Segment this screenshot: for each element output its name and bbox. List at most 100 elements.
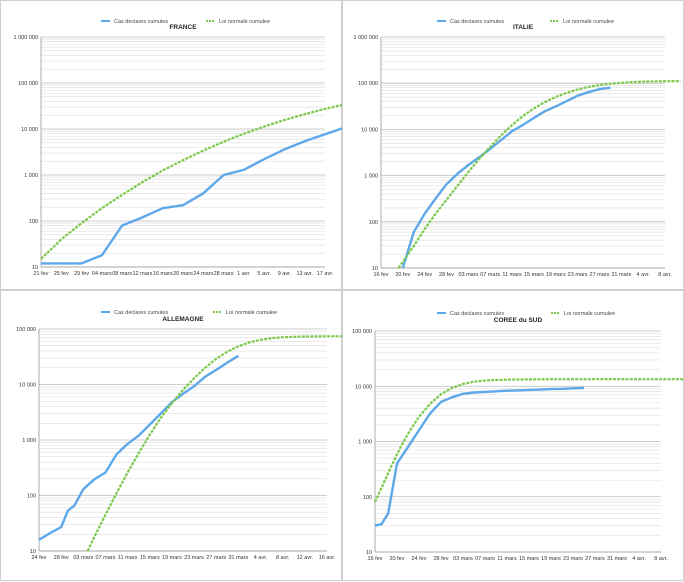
chart-allemagne: 10 100 1 000 10 000 100 000 24 fev 28 fev 03 ma… [16,310,343,561]
y-tick-label: 100 [27,494,36,500]
y-tick-label: 100 000 [18,81,38,87]
x-tick-label: 27 mars [590,272,610,278]
x-tick-label: 24 fev [412,556,427,562]
x-tick-label: 19 mars [541,556,561,562]
y-tick-label: 100 [29,219,38,225]
chart-title: ITALIE [513,24,534,31]
legend-item: Loi normale cumulee [550,19,614,25]
chart-italie: 10 100 1 000 10 000 100 000 1 000 000 16 fev 20… [354,19,681,278]
x-tick-label: 12 mars [132,271,152,277]
grid [40,36,325,268]
x-tick-label: 07 mars [480,272,500,278]
x-tick-label: 13 avr. [296,271,313,277]
x-tick-label: 24 mars [193,271,213,277]
x-tick-label: 29 fev [74,271,89,277]
chart-panel-italie: 10 100 1 000 10 000 100 000 1 000 000 16 fev 20… [342,0,684,290]
y-tick-label: 100 000 [358,81,378,87]
x-tick-label: 8 avr. [658,272,672,278]
x-tick-label: 16 fev [374,272,389,278]
legend-item: Loi normale cumulee [551,311,615,317]
series-line-normal-law [86,335,343,552]
legend-label: Cas declares cumules [450,19,504,25]
x-tick-label: 31 mars [228,555,248,561]
grid [374,330,661,553]
legend-item: Loi normale cumulee [206,19,270,25]
y-tick-label: 1 000 [24,173,38,179]
y-tick-label: 10 000 [355,384,372,390]
x-tick-label: 15 mars [519,556,539,562]
x-tick-label: 9 avr. [278,271,292,277]
chart-panel-france: 10 100 1 000 10 000 100 000 1 000 000 21 fev 25… [0,0,343,290]
x-tick-label: 5 avr. [257,271,271,277]
x-tick-label: 31 mars [611,272,631,278]
legend-label: Loi normale cumulee [563,19,614,25]
x-tick-label: 20 mars [173,271,193,277]
x-tick-label: 11 mars [497,556,517,562]
x-tick-label: 4 avr. [632,556,646,562]
y-tick-label: 1 000 000 [14,35,38,41]
y-tick-label: 100 [369,220,378,226]
x-tick-label: 4 avr. [636,272,650,278]
legend-label: Loi normale cumulee [564,311,615,317]
x-tick-label: 03 mars [73,555,93,561]
x-tick-label: 28 fev [54,555,69,561]
x-tick-label: 28 fev [439,272,454,278]
x-tick-label: 07 mars [96,555,116,561]
x-tick-label: 16 fev [368,556,383,562]
legend-label: Cas declares cumules [114,310,168,316]
legend-item: Cas declares cumules [101,19,168,25]
series-line-declared-cases [38,354,240,541]
y-tick-label: 100 000 [16,327,36,333]
legend-item: Cas declares cumules [101,310,168,316]
x-tick-label: 27 mars [585,556,605,562]
series-line-normal-law [373,378,683,503]
y-tick-label: 10 000 [21,127,38,133]
y-tick-label: 100 [363,495,372,501]
y-tick-label: 10 [30,549,36,555]
chart-panel-allemagne: 10 100 1 000 10 000 100 000 24 fev 28 fev 03 ma… [0,290,343,581]
x-tick-label: 23 mars [563,556,583,562]
x-tick-label: 28 fev [434,556,449,562]
series-line-normal-law [397,80,681,269]
x-tick-label: 07 mars [475,556,495,562]
chart-title: COREE du SUD [494,317,543,324]
y-tick-label: 100 000 [352,329,372,335]
x-tick-label: 27 mars [206,555,226,561]
x-tick-label: 11 mars [502,272,522,278]
x-tick-label: 11 mars [118,555,138,561]
y-tick-label: 10 000 [19,383,36,389]
y-tick-label: 10 [32,265,38,271]
legend-item: Cas declares cumules [437,311,504,317]
series-line-normal-law [40,103,343,260]
x-tick-label: 19 mars [546,272,566,278]
x-tick-label: 20 fev [390,556,405,562]
x-tick-label: 03 mars [458,272,478,278]
x-tick-label: 1 avr. [237,271,251,277]
legend-item: Loi normale cumulee [213,310,277,316]
x-tick-label: 23 mars [184,555,204,561]
series-line-declared-cases [374,386,585,527]
x-tick-label: 17 avr. [317,271,334,277]
x-tick-label: 8 avr. [654,556,668,562]
x-tick-label: 03 mars [453,556,473,562]
x-tick-label: 25 fev [54,271,69,277]
x-tick-label: 28 mars [214,271,234,277]
x-tick-label: 16 avr. [319,555,336,561]
x-tick-label: 21 fev [34,271,49,277]
x-tick-label: 24 fev [417,272,432,278]
x-tick-label: 20 fev [395,272,410,278]
legend-label: Cas declares cumules [450,311,504,317]
x-tick-label: 31 mars [607,556,627,562]
x-tick-label: 15 mars [140,555,160,561]
grid [380,36,665,269]
x-tick-label: 08 mars [112,271,132,277]
x-tick-label: 24 fev [32,555,47,561]
y-tick-label: 1 000 000 [354,35,378,41]
x-tick-label: 12 avr. [297,555,314,561]
legend-label: Loi normale cumulee [226,310,277,316]
legend-label: Loi normale cumulee [219,19,270,25]
x-tick-label: 23 mars [568,272,588,278]
y-tick-label: 1 000 [22,438,36,444]
x-tick-label: 19 mars [162,555,182,561]
chart-coree-du-sud: 10 100 1 000 10 000 100 000 16 fev 20 fev 24 fe… [352,311,683,562]
